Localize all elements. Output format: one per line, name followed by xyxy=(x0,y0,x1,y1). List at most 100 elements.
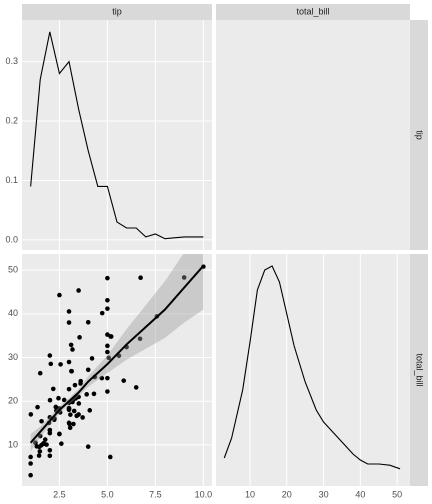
point xyxy=(87,408,93,413)
point xyxy=(47,430,53,436)
point xyxy=(47,448,53,453)
point xyxy=(78,381,83,386)
y-tick-label: 0.1 xyxy=(5,175,18,185)
point xyxy=(28,412,34,417)
point xyxy=(70,347,75,352)
strip-label: total_bill xyxy=(415,353,425,386)
point xyxy=(28,472,33,478)
point xyxy=(47,427,53,433)
point xyxy=(35,404,40,410)
point xyxy=(91,391,97,397)
point xyxy=(181,275,187,280)
point xyxy=(47,397,53,403)
point xyxy=(69,368,75,374)
point xyxy=(34,444,40,449)
confidence-band xyxy=(30,254,204,452)
point xyxy=(57,431,62,437)
point xyxy=(68,412,73,417)
point xyxy=(66,359,72,365)
point xyxy=(105,349,110,355)
x-tick-label: 50 xyxy=(392,489,402,499)
y-tick-label: 50 xyxy=(8,265,18,275)
point xyxy=(50,386,56,392)
point xyxy=(42,437,48,442)
y-tick-label: 40 xyxy=(8,308,18,318)
point xyxy=(121,378,127,383)
point xyxy=(44,442,49,447)
point xyxy=(105,297,110,303)
point xyxy=(67,425,73,431)
point xyxy=(84,392,89,397)
point xyxy=(33,440,38,446)
point xyxy=(80,415,85,420)
point xyxy=(36,453,42,458)
strip xyxy=(22,4,212,20)
point xyxy=(68,342,74,348)
x-tick-label: 7.5 xyxy=(149,489,162,499)
point xyxy=(77,335,82,340)
x-tick-label: 40 xyxy=(355,489,365,499)
strip xyxy=(410,254,428,486)
point xyxy=(108,334,113,339)
point xyxy=(74,413,79,419)
y-tick-label: 10 xyxy=(8,439,18,449)
point xyxy=(48,361,54,367)
point xyxy=(72,382,78,388)
point xyxy=(105,343,110,349)
point xyxy=(57,292,62,298)
point xyxy=(105,389,110,394)
strip-label: total_bill xyxy=(296,6,329,16)
point xyxy=(66,320,72,325)
point xyxy=(137,336,143,342)
panel xyxy=(216,20,410,250)
y-tick-label: 0.2 xyxy=(5,115,18,125)
point xyxy=(37,449,43,454)
point xyxy=(28,461,33,466)
point xyxy=(76,288,81,293)
strip-label: tip xyxy=(112,6,122,16)
panel xyxy=(22,20,212,250)
point xyxy=(133,385,139,390)
y-tick-label: 0.3 xyxy=(5,56,18,66)
point xyxy=(106,355,112,361)
point xyxy=(71,421,76,427)
point xyxy=(89,356,95,361)
strip-label: tip xyxy=(415,130,425,140)
x-tick-label: 5.0 xyxy=(101,489,114,499)
y-tick-label: 30 xyxy=(8,352,18,362)
point xyxy=(107,454,113,460)
point xyxy=(47,353,53,358)
point xyxy=(58,362,63,367)
point xyxy=(99,310,105,316)
panel xyxy=(216,254,410,486)
strip xyxy=(216,4,410,20)
y-tick-label: 0.0 xyxy=(5,234,18,244)
point xyxy=(105,306,110,311)
point xyxy=(105,375,110,381)
density-line xyxy=(223,265,401,470)
point xyxy=(59,441,64,446)
point xyxy=(66,386,72,392)
point xyxy=(105,275,110,281)
point xyxy=(71,408,77,414)
x-tick-label: 10 xyxy=(245,489,255,499)
x-tick-label: 30 xyxy=(319,489,329,499)
point xyxy=(66,407,72,413)
point xyxy=(39,442,44,448)
smooth-line xyxy=(29,265,205,444)
point xyxy=(53,404,59,410)
point xyxy=(61,397,67,403)
point xyxy=(39,418,44,424)
point xyxy=(85,367,91,373)
point xyxy=(85,444,91,449)
point xyxy=(99,375,105,381)
point xyxy=(85,319,91,325)
density-line xyxy=(30,31,204,240)
point xyxy=(66,420,72,426)
point xyxy=(28,454,33,460)
strip xyxy=(410,20,428,250)
point xyxy=(138,275,143,281)
point xyxy=(76,401,82,406)
point xyxy=(56,395,61,401)
point xyxy=(66,309,72,314)
